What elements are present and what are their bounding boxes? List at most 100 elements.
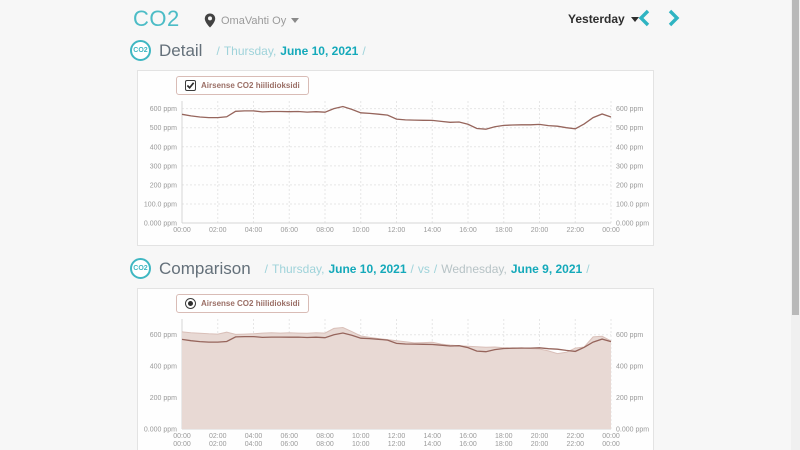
breadcrumb-day1: Thursday,: [272, 261, 325, 276]
svg-text:0.000 ppm: 0.000 ppm: [144, 427, 177, 434]
svg-text:04:00: 04:00: [245, 433, 263, 440]
svg-text:18:00: 18:00: [495, 227, 513, 234]
detail-legend-label: Airsense CO2 hiilidioksidi: [201, 81, 300, 90]
svg-text:08:00: 08:00: [316, 441, 334, 448]
breadcrumb-day: Thursday,: [223, 43, 277, 58]
breadcrumb-slash: /: [362, 43, 366, 58]
svg-text:06:00: 06:00: [280, 227, 298, 234]
vertical-scrollbar[interactable]: [791, 0, 800, 450]
location-selector[interactable]: OmaVahti Oy: [204, 13, 300, 28]
svg-text:12:00: 12:00: [388, 433, 406, 440]
detail-breadcrumb: / Thursday, June 10, 2021 /: [216, 44, 365, 58]
svg-text:600 ppm: 600 ppm: [150, 106, 177, 113]
svg-text:02:00: 02:00: [209, 433, 227, 440]
svg-text:200 ppm: 200 ppm: [150, 395, 177, 402]
co2-icon: CO2: [130, 258, 151, 279]
svg-text:10:00: 10:00: [352, 227, 370, 234]
svg-text:100.0 ppm: 100.0 ppm: [144, 201, 177, 208]
svg-text:22:00: 22:00: [566, 227, 584, 234]
svg-text:20:00: 20:00: [531, 433, 549, 440]
period-selector[interactable]: Yesterday: [568, 12, 639, 26]
radio-selected-icon[interactable]: [185, 298, 196, 309]
svg-text:10:00: 10:00: [352, 441, 370, 448]
comparison-section-header: CO2 Comparison / Thursday, June 10, 2021…: [130, 258, 590, 279]
svg-text:00:00: 00:00: [173, 441, 191, 448]
svg-text:02:00: 02:00: [209, 227, 227, 234]
comparison-chart-card: Airsense CO2 hiilidioksidi 600 ppm 600 pp…: [137, 288, 654, 450]
svg-text:04:00: 04:00: [245, 441, 263, 448]
svg-text:100.0 ppm: 100.0 ppm: [616, 201, 649, 208]
page-title: CO2: [133, 6, 180, 31]
svg-text:10:00: 10:00: [352, 433, 370, 440]
detail-chart-svg: 600 ppm 600 ppm 500 ppm 500 ppm 400 ppm 400 p…: [144, 101, 649, 234]
comparison-legend-toggle[interactable]: Airsense CO2 hiilidioksidi: [176, 294, 309, 313]
location-label: OmaVahti Oy: [221, 14, 287, 27]
svg-text:20:00: 20:00: [531, 441, 549, 448]
svg-text:00:00: 00:00: [602, 433, 620, 440]
svg-text:600 ppm: 600 ppm: [616, 106, 643, 113]
svg-text:18:00: 18:00: [495, 441, 513, 448]
breadcrumb-date2: June 9, 2021: [510, 261, 583, 276]
chevron-down-icon: [291, 18, 300, 23]
svg-text:04:00: 04:00: [245, 227, 263, 234]
svg-text:00:00: 00:00: [602, 227, 620, 234]
detail-title: Detail: [159, 40, 203, 60]
svg-text:0.000 ppm: 0.000 ppm: [616, 221, 649, 228]
detail-section-header: CO2 Detail / Thursday, June 10, 2021 /: [130, 40, 366, 61]
svg-text:300 ppm: 300 ppm: [616, 163, 643, 170]
svg-text:0.000 ppm: 0.000 ppm: [616, 427, 649, 434]
svg-text:600 ppm: 600 ppm: [616, 332, 643, 339]
svg-text:600 ppm: 600 ppm: [150, 332, 177, 339]
chevron-down-icon: [630, 16, 639, 22]
comparison-chart-svg: 600 ppm 600 ppm 400 ppm 400 ppm 200 ppm 200 p…: [144, 319, 649, 448]
svg-text:00:00: 00:00: [602, 441, 620, 448]
svg-text:400 ppm: 400 ppm: [150, 364, 177, 371]
svg-text:18:00: 18:00: [495, 433, 513, 440]
breadcrumb-day2: Wednesday,: [441, 261, 507, 276]
svg-text:400 ppm: 400 ppm: [616, 364, 643, 371]
next-day-button[interactable]: [664, 8, 682, 28]
svg-text:16:00: 16:00: [459, 433, 477, 440]
co2-icon: CO2: [130, 40, 151, 61]
svg-text:22:00: 22:00: [566, 441, 584, 448]
svg-text:16:00: 16:00: [459, 227, 477, 234]
svg-text:02:00: 02:00: [209, 441, 227, 448]
svg-text:16:00: 16:00: [459, 441, 477, 448]
svg-text:400 ppm: 400 ppm: [150, 144, 177, 151]
location-pin-icon: [204, 13, 216, 28]
prev-day-button[interactable]: [636, 8, 654, 28]
svg-text:00:00: 00:00: [173, 227, 191, 234]
checkbox-checked-icon[interactable]: [185, 80, 196, 91]
comparison-legend-label: Airsense CO2 hiilidioksidi: [201, 299, 300, 308]
svg-text:12:00: 12:00: [388, 227, 406, 234]
svg-text:20:00: 20:00: [531, 227, 549, 234]
detail-legend-toggle[interactable]: Airsense CO2 hiilidioksidi: [176, 76, 309, 95]
date-navigation: [636, 8, 682, 28]
svg-text:200 ppm: 200 ppm: [616, 395, 643, 402]
svg-text:06:00: 06:00: [280, 433, 298, 440]
svg-text:14:00: 14:00: [423, 227, 441, 234]
svg-text:400 ppm: 400 ppm: [616, 144, 643, 151]
breadcrumb-date: June 10, 2021: [280, 43, 359, 58]
breadcrumb-slash: /: [264, 261, 268, 276]
svg-text:200 ppm: 200 ppm: [150, 182, 177, 189]
breadcrumb-slash: /: [216, 43, 220, 58]
svg-text:14:00: 14:00: [423, 433, 441, 440]
svg-text:300 ppm: 300 ppm: [150, 163, 177, 170]
svg-text:06:00: 06:00: [280, 441, 298, 448]
detail-chart-card: Airsense CO2 hiilidioksidi 600 ppm 600 pp…: [137, 70, 654, 246]
breadcrumb-vs: vs: [417, 261, 430, 276]
svg-text:500 ppm: 500 ppm: [150, 125, 177, 132]
breadcrumb-date1: June 10, 2021: [328, 261, 407, 276]
breadcrumb-slash: /: [586, 261, 590, 276]
breadcrumb-slash: /: [410, 261, 414, 276]
comparison-title: Comparison: [159, 258, 251, 278]
scrollbar-thumb[interactable]: [792, 0, 799, 315]
svg-text:0.000 ppm: 0.000 ppm: [144, 221, 177, 228]
breadcrumb-slash: /: [433, 261, 438, 276]
svg-text:200 ppm: 200 ppm: [616, 182, 643, 189]
svg-text:14:00: 14:00: [423, 441, 441, 448]
svg-text:08:00: 08:00: [316, 227, 334, 234]
svg-text:00:00: 00:00: [173, 433, 191, 440]
